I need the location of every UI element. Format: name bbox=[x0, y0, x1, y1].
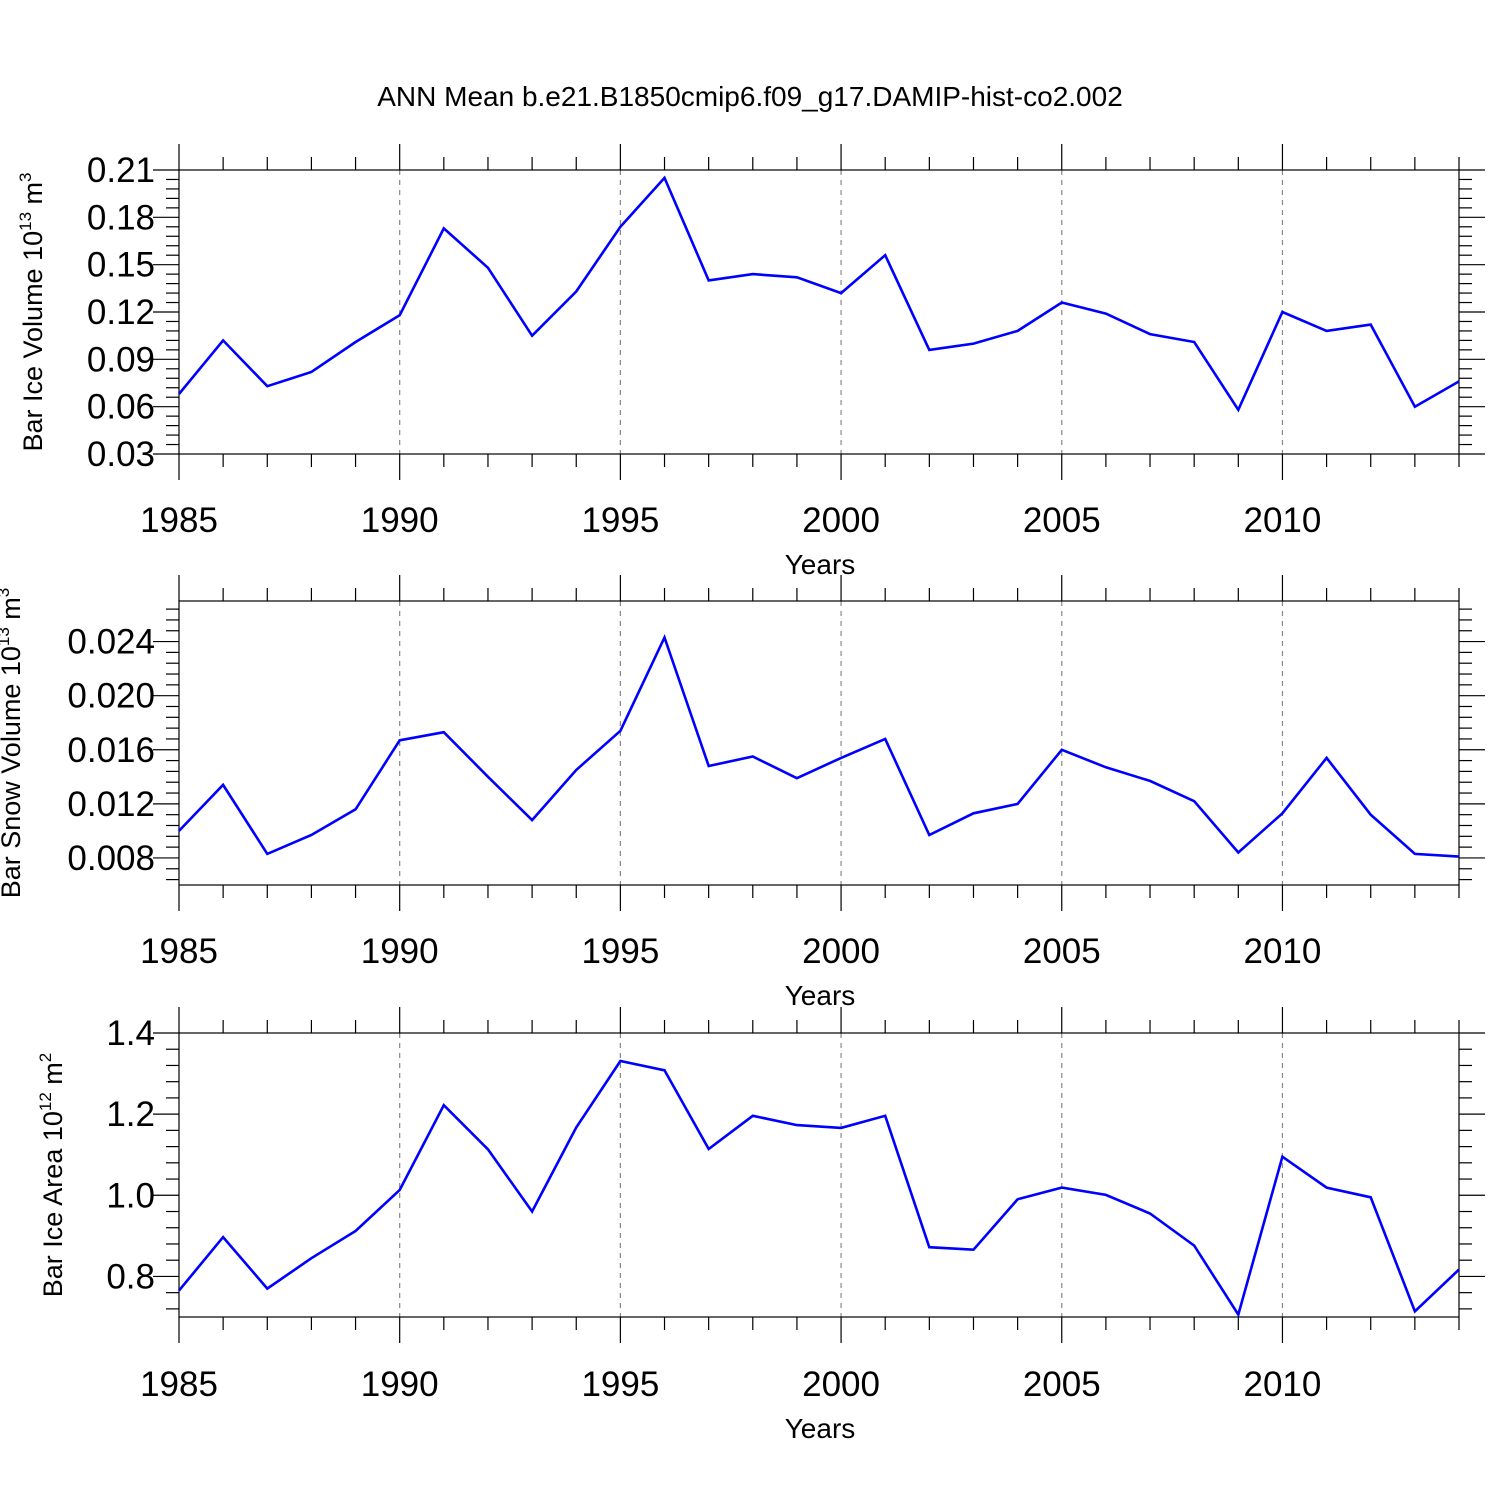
x-tick-label: 2010 bbox=[1244, 932, 1322, 971]
x-tick-label: 2005 bbox=[1023, 1365, 1101, 1404]
y-tick-label: 0.024 bbox=[67, 623, 155, 662]
y-tick-label: 0.012 bbox=[67, 785, 155, 824]
y-tick-label: 0.06 bbox=[87, 388, 155, 427]
chart-panel-3: 1985 1990 1995 2000 2005 2010 0.8 1.0 1.2 1.4 Year… bbox=[36, 1007, 1485, 1444]
x-tick-label: 1995 bbox=[581, 1365, 659, 1404]
y-tick-label: 0.18 bbox=[87, 198, 155, 237]
y-axis-title: Bar Snow Volume 1013 m3 bbox=[0, 588, 26, 899]
y-axis-title-text: m bbox=[38, 1062, 68, 1092]
y-tick-label: 0.12 bbox=[87, 293, 155, 332]
x-tick-label: 1990 bbox=[361, 1365, 439, 1404]
x-tick-label: 1990 bbox=[361, 932, 439, 971]
x-axis-title: Years bbox=[785, 980, 856, 1011]
y-axis-title-superscript: 3 bbox=[16, 172, 35, 181]
y-axis-title-text: Bar Ice Volume 10 bbox=[18, 231, 48, 452]
y-tick-label: 0.09 bbox=[87, 340, 155, 379]
series-line bbox=[178, 634, 1460, 858]
y-axis-title-text: m bbox=[0, 597, 26, 627]
y-axis-title-superscript: 12 bbox=[36, 1092, 55, 1111]
y-tick-label: 0.008 bbox=[67, 839, 155, 878]
series-line bbox=[177, 175, 1460, 413]
y-axis-title-text: Bar Snow Volume 10 bbox=[0, 646, 26, 898]
x-tick-label: 2010 bbox=[1244, 1365, 1322, 1404]
x-tick-label: 1985 bbox=[140, 501, 218, 540]
y-tick-label: 0.03 bbox=[87, 435, 155, 474]
y-tick-label: 0.8 bbox=[106, 1257, 155, 1296]
y-axis-title-superscript: 13 bbox=[0, 627, 13, 646]
y-tick-label: 0.016 bbox=[67, 731, 155, 770]
chart-panel-1: 1985 1990 1995 2000 2005 2010 0.03 0.06 0.09 0.12… bbox=[16, 144, 1485, 580]
y-axis-title-text: m bbox=[18, 182, 48, 212]
x-tick-label: 2005 bbox=[1023, 932, 1101, 971]
plot-frame bbox=[178, 1032, 1460, 1318]
x-axis-title: Years bbox=[785, 1413, 856, 1444]
x-tick-label: 2005 bbox=[1023, 501, 1101, 540]
x-tick-label: 1995 bbox=[581, 501, 659, 540]
x-tick-label: 1990 bbox=[361, 501, 439, 540]
x-tick-label: 2000 bbox=[802, 1365, 880, 1404]
series-line bbox=[177, 1059, 1460, 1318]
plot-frame bbox=[178, 600, 1460, 886]
y-axis-title-superscript: 13 bbox=[16, 212, 35, 231]
y-axis-title-superscript: 2 bbox=[36, 1053, 55, 1062]
x-tick-label: 1985 bbox=[140, 932, 218, 971]
x-tick-label: 1985 bbox=[140, 1365, 218, 1404]
figure-title: ANN Mean b.e21.B1850cmip6.f09_g17.DAMIP-… bbox=[377, 81, 1123, 112]
y-tick-label: 1.2 bbox=[106, 1095, 155, 1134]
y-tick-label: 1.4 bbox=[106, 1014, 155, 1053]
x-tick-label: 1995 bbox=[581, 932, 659, 971]
y-axis-title-text: Bar Ice Area 10 bbox=[38, 1111, 68, 1297]
y-tick-label: 0.15 bbox=[87, 246, 155, 285]
x-tick-label: 2010 bbox=[1244, 501, 1322, 540]
y-tick-label: 1.0 bbox=[106, 1176, 155, 1215]
x-tick-label: 2000 bbox=[802, 501, 880, 540]
y-axis-title-superscript: 3 bbox=[0, 588, 13, 597]
x-axis-title: Years bbox=[785, 549, 856, 580]
y-axis-title: Bar Ice Volume 1013 m3 bbox=[16, 172, 48, 451]
x-tick-label: 2000 bbox=[802, 932, 880, 971]
y-tick-label: 0.21 bbox=[87, 151, 155, 190]
chart-panel-2: 1985 1990 1995 2000 2005 2010 0.008 0.012 0.016 0… bbox=[0, 575, 1485, 1011]
plot-frame bbox=[178, 169, 1460, 455]
y-axis-title: Bar Ice Area 1012 m2 bbox=[36, 1053, 68, 1298]
y-tick-label: 0.020 bbox=[67, 677, 155, 716]
